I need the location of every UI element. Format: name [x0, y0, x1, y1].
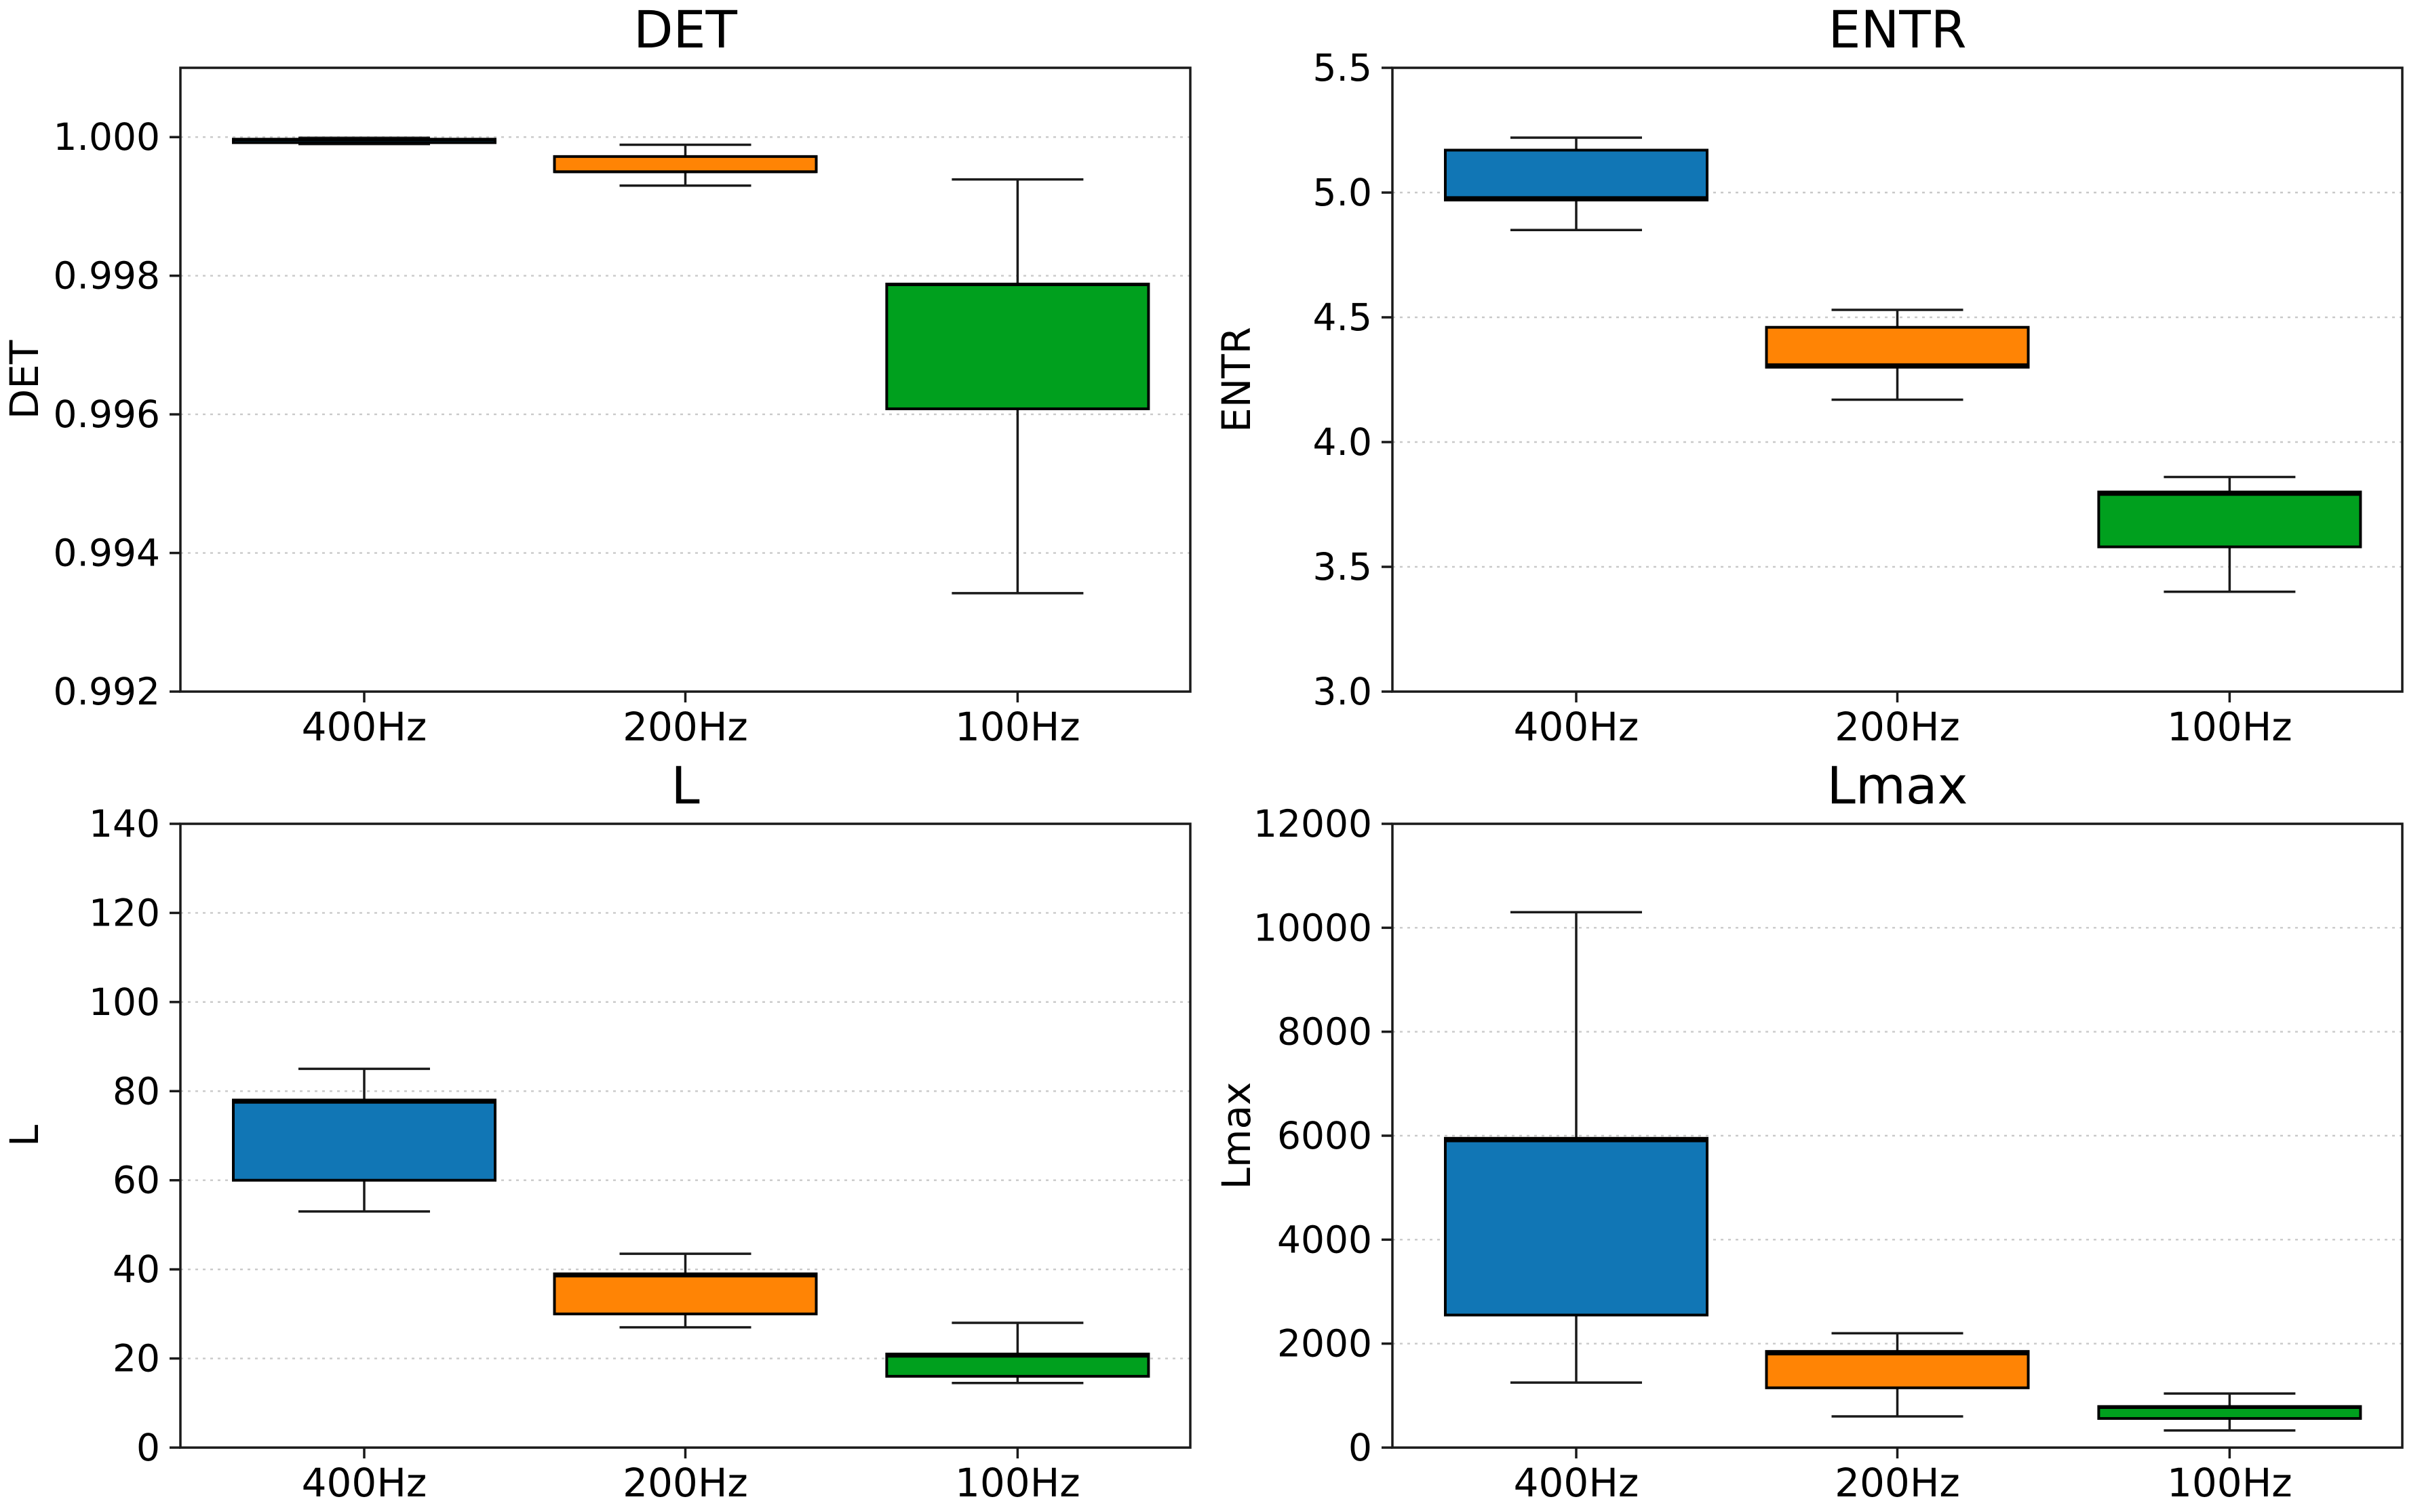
- y-tick-label: 0.992: [54, 670, 160, 713]
- x-tick-label: 400Hz: [302, 1460, 427, 1506]
- box-400Hz: [1443, 148, 1708, 202]
- box-200Hz: [553, 1272, 818, 1315]
- chart-title: DET: [633, 0, 738, 60]
- y-tick-label: 140: [89, 802, 160, 845]
- subplot-lmax: 12000 10000 8000 6000 4000 2000 0 400Hz 200Hz 100…: [1212, 756, 2424, 1512]
- box-100Hz: [885, 282, 1150, 410]
- x-tick-label: 100Hz: [955, 1460, 1080, 1506]
- x-tick-label: 100Hz: [955, 704, 1080, 750]
- y-tick-label: 0: [136, 1426, 160, 1469]
- entr-boxplot-canvas: 5.5 5.0 4.5 4.0 3.5 3.0 400Hz 200Hz 100Hz ENTR ENT…: [1213, 0, 2404, 750]
- y-tick-label: 6000: [1277, 1114, 1372, 1157]
- chart-title: L: [671, 756, 699, 816]
- subplot-l: 140 120 100 80 60 40 20 0 400Hz 200Hz 100Hz L L: [0, 756, 1212, 1512]
- y-tick-label: 8000: [1277, 1010, 1372, 1054]
- x-tick-label: 100Hz: [2167, 704, 2292, 750]
- box-200Hz: [553, 155, 818, 174]
- y-tick-label: 12000: [1253, 802, 1372, 845]
- y-tick-label: 3.0: [1313, 670, 1372, 713]
- y-tick-label: 0: [1348, 1426, 1372, 1469]
- y-tick-label: 5.0: [1313, 171, 1372, 214]
- box-100Hz: [2097, 490, 2362, 549]
- y-axis-label: DET: [1, 340, 47, 419]
- y-tick-label: 20: [113, 1337, 160, 1380]
- x-tick-label: 400Hz: [1514, 1460, 1639, 1506]
- box-200Hz: [1765, 325, 2030, 369]
- x-tick-label: 100Hz: [2167, 1460, 2292, 1506]
- y-axis-label: ENTR: [1213, 327, 1259, 433]
- box-200Hz: [1765, 1350, 2030, 1389]
- x-tick-label: 200Hz: [1835, 1460, 1960, 1506]
- y-tick-label: 2000: [1277, 1322, 1372, 1366]
- x-tick-label: 200Hz: [623, 704, 748, 750]
- y-tick-label: 0.994: [54, 532, 160, 575]
- y-axis-label: Lmax: [1213, 1082, 1259, 1190]
- y-tick-label: 100: [89, 980, 160, 1024]
- y-tick-label: 0.996: [54, 393, 160, 436]
- y-tick-label: 1.000: [54, 115, 160, 159]
- y-tick-label: 4.0: [1313, 420, 1372, 464]
- y-tick-label: 60: [113, 1159, 160, 1202]
- y-tick-label: 120: [89, 891, 160, 934]
- y-tick-label: 0.998: [54, 254, 160, 298]
- lmax-boxplot-canvas: 12000 10000 8000 6000 4000 2000 0 400Hz 200Hz 100…: [1213, 756, 2404, 1506]
- box-100Hz: [885, 1353, 1150, 1378]
- y-tick-label: 3.5: [1313, 545, 1372, 589]
- y-tick-label: 4.5: [1313, 296, 1372, 339]
- box-400Hz: [1443, 1136, 1708, 1317]
- y-tick-label: 5.5: [1313, 46, 1372, 89]
- chart-title: ENTR: [1828, 0, 1966, 60]
- box-400Hz: [231, 1098, 496, 1182]
- subplot-det: 1.000 0.998 0.996 0.994 0.992 400Hz 200Hz 100Hz…: [0, 0, 1212, 756]
- y-tick-label: 40: [113, 1248, 160, 1291]
- subplot-entr: 5.5 5.0 4.5 4.0 3.5 3.0 400Hz 200Hz 100Hz ENTR ENT…: [1212, 0, 2424, 756]
- x-tick-label: 200Hz: [623, 1460, 748, 1506]
- x-tick-label: 400Hz: [302, 704, 427, 750]
- y-axis-label: L: [1, 1125, 47, 1147]
- det-boxplot-canvas: 1.000 0.998 0.996 0.994 0.992 400Hz 200Hz 100Hz…: [1, 0, 1192, 750]
- y-tick-label: 80: [113, 1069, 160, 1113]
- chart-title: Lmax: [1827, 756, 1968, 816]
- l-boxplot-canvas: 140 120 100 80 60 40 20 0 400Hz 200Hz 100Hz L L: [1, 756, 1192, 1506]
- x-tick-label: 400Hz: [1514, 704, 1639, 750]
- x-tick-label: 200Hz: [1835, 704, 1960, 750]
- y-tick-label: 10000: [1253, 906, 1372, 949]
- y-tick-label: 4000: [1277, 1218, 1372, 1261]
